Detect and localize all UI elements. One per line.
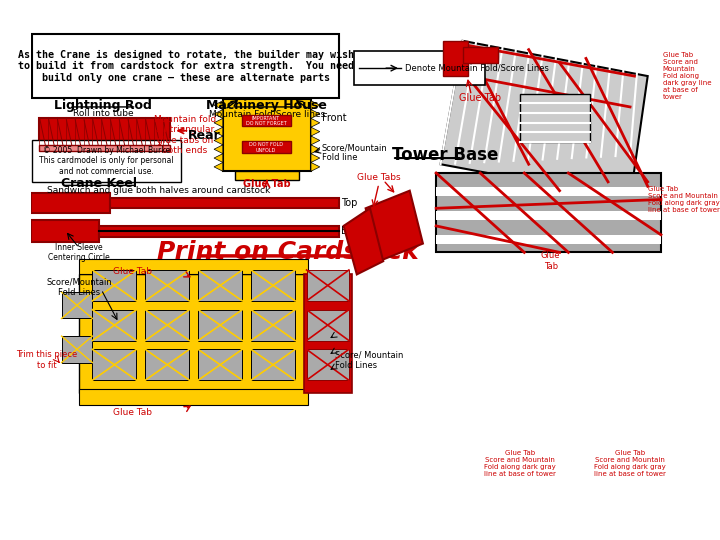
Bar	[145, 270, 189, 301]
Polygon shape	[311, 127, 320, 136]
Polygon shape	[214, 118, 222, 127]
Text: Glue Tab: Glue Tab	[243, 179, 291, 190]
Text: Top: Top	[341, 198, 357, 208]
Bar	[354, 51, 485, 85]
Polygon shape	[214, 163, 222, 171]
Bar	[99, 226, 339, 237]
Bar	[251, 349, 295, 380]
Polygon shape	[214, 110, 222, 118]
Text: Score/ Mountain
Fold Lines: Score/ Mountain Fold Lines	[335, 350, 403, 369]
Bar	[92, 309, 137, 341]
Text: Print on Cardstock: Print on Cardstock	[157, 240, 419, 265]
Bar	[32, 139, 181, 182]
Bar	[32, 34, 339, 98]
Text: Sandwich and glue both halves around cardstock: Sandwich and glue both halves around car…	[47, 186, 270, 195]
Text: Glue Tab
Score and
Mountain
Fold along
dark gray line
at base of
tower: Glue Tab Score and Mountain Fold along d…	[662, 52, 711, 100]
Text: Glue Tab
Score and Mountain
Fold along dark gray
line at base of tower: Glue Tab Score and Mountain Fold along d…	[594, 450, 666, 477]
Bar	[251, 309, 295, 341]
Bar	[92, 270, 137, 301]
Polygon shape	[311, 101, 320, 110]
Text: Mountain Fold/Score lines: Mountain Fold/Score lines	[209, 110, 325, 118]
Text: Denote Mountain Fold/Score Lines: Denote Mountain Fold/Score Lines	[405, 64, 549, 73]
Bar	[436, 211, 661, 220]
Text: Glue Tab: Glue Tab	[112, 267, 151, 276]
Polygon shape	[311, 110, 320, 118]
Text: Score/Mountain
Fold Lines: Score/Mountain Fold Lines	[46, 278, 112, 298]
Bar	[40, 118, 170, 151]
Polygon shape	[366, 191, 423, 261]
Text: Glue Tab: Glue Tab	[459, 93, 501, 103]
Text: Lightning Rod: Lightning Rod	[54, 99, 152, 112]
Polygon shape	[441, 41, 648, 199]
Bar	[444, 41, 468, 76]
Polygon shape	[311, 136, 320, 145]
Text: DO NOT FOLD
UNFOLD: DO NOT FOLD UNFOLD	[249, 142, 283, 153]
Bar	[40, 145, 170, 151]
Polygon shape	[311, 154, 320, 163]
Bar	[222, 99, 311, 171]
Bar	[242, 141, 291, 153]
Bar	[61, 336, 92, 362]
Text: As the Crane is designed to rotate, the builder may wish
to build it from cardst: As the Crane is designed to rotate, the …	[18, 50, 354, 83]
Bar	[307, 309, 349, 341]
Text: Inner Sleeve
Centering Circle: Inner Sleeve Centering Circle	[48, 242, 110, 262]
Bar	[79, 389, 308, 405]
Bar	[31, 193, 110, 213]
Bar	[145, 349, 189, 380]
Bar	[110, 198, 339, 208]
Bar	[436, 235, 661, 244]
Text: Trim this piece
to fit: Trim this piece to fit	[16, 350, 77, 369]
Bar	[79, 259, 308, 274]
Text: Front: Front	[322, 112, 346, 123]
Bar	[520, 94, 590, 142]
Text: Bottom: Bottom	[341, 226, 377, 236]
Polygon shape	[214, 154, 222, 163]
Bar	[307, 270, 349, 301]
Bar	[235, 171, 299, 180]
Text: Rear: Rear	[187, 129, 220, 141]
Polygon shape	[311, 118, 320, 127]
Polygon shape	[214, 145, 222, 154]
Bar	[92, 349, 137, 380]
Bar	[436, 187, 661, 196]
Text: Mountain fold
all triangular
glue tabs on
both ends: Mountain fold all triangular glue tabs o…	[154, 115, 216, 155]
Text: Glue Tab
Score and Mountain
Fold along dark gray
line at base of tower: Glue Tab Score and Mountain Fold along d…	[484, 450, 556, 477]
Bar	[198, 309, 242, 341]
Text: Glue Tabs: Glue Tabs	[357, 173, 400, 182]
Bar	[307, 349, 349, 380]
Bar	[145, 309, 189, 341]
Bar	[198, 349, 242, 380]
Text: Score/Mountain
Fold line: Score/Mountain Fold line	[322, 143, 387, 163]
Bar	[462, 47, 498, 63]
Text: Glue
Tab: Glue Tab	[541, 252, 560, 271]
Bar	[198, 270, 242, 301]
Text: Crane Keel: Crane Keel	[61, 177, 138, 190]
Polygon shape	[214, 101, 222, 110]
Text: Tower Base: Tower Base	[392, 146, 498, 164]
Polygon shape	[343, 208, 383, 274]
Text: Glue Tab
Score and Mountain
Fold along dark gray
line at base of tower: Glue Tab Score and Mountain Fold along d…	[648, 186, 719, 213]
Polygon shape	[214, 136, 222, 145]
Bar	[242, 115, 291, 126]
Polygon shape	[311, 145, 320, 154]
Text: Machinery House: Machinery House	[207, 99, 328, 112]
Bar	[61, 292, 92, 319]
Polygon shape	[311, 163, 320, 171]
Bar	[304, 274, 352, 394]
Bar	[79, 274, 308, 394]
Polygon shape	[436, 173, 661, 252]
Text: © 2005  Drawn by Michael Burke
This cardmodel is only for personal
and not comme: © 2005 Drawn by Michael Burke This cardm…	[39, 146, 174, 176]
Polygon shape	[214, 127, 222, 136]
Bar	[31, 220, 99, 242]
Text: IMPORTANT
DO NOT FORGET: IMPORTANT DO NOT FORGET	[246, 116, 287, 126]
Text: Glue Tab: Glue Tab	[112, 408, 151, 417]
Bar	[251, 270, 295, 301]
Text: Roll into tube: Roll into tube	[73, 110, 133, 118]
